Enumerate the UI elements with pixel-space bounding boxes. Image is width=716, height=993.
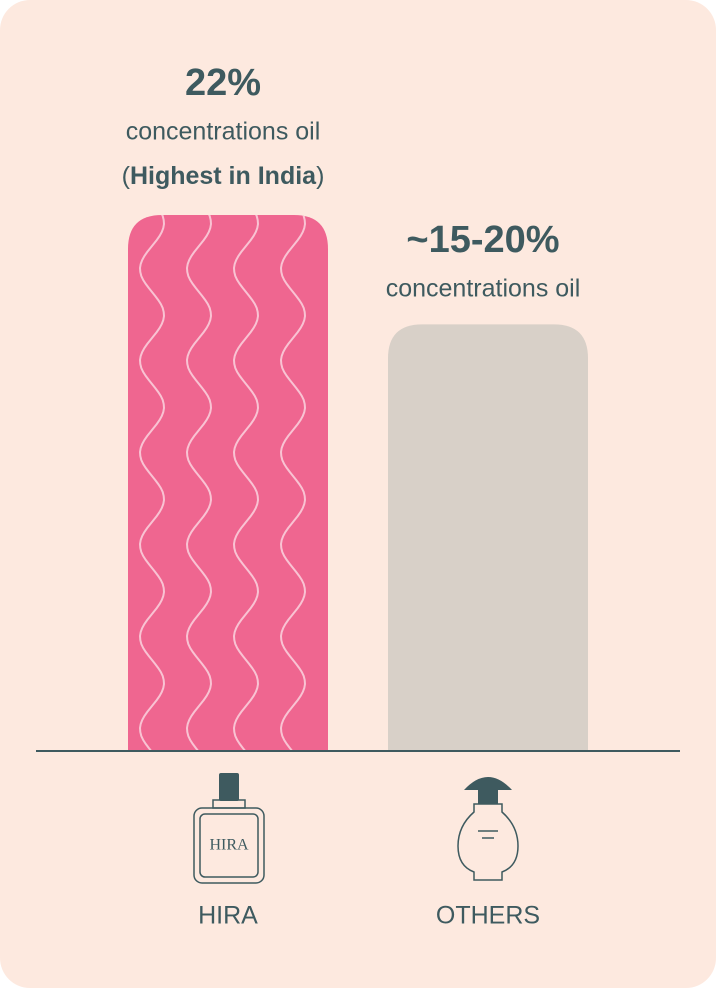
category-label: HIRA (198, 902, 258, 930)
note-part: Highest in India (130, 162, 317, 190)
sublabel: concentrations oil (126, 118, 321, 146)
bottle-label: HIRA (209, 837, 249, 854)
note-part: ) (316, 162, 324, 190)
note: (Highest in India) (122, 162, 325, 190)
others-bottle (457, 777, 519, 881)
bars (128, 215, 588, 750)
bar (388, 324, 588, 750)
value-label: ~15-20% (406, 219, 559, 261)
note-part: ( (122, 162, 131, 190)
category-label: OTHERS (436, 902, 540, 930)
wave-line (138, 215, 166, 750)
hira-bottle: HIRA (193, 773, 265, 884)
sublabel: concentrations oil (386, 275, 581, 303)
bar (128, 215, 328, 750)
wave-line (232, 215, 260, 750)
wave-line (185, 215, 213, 750)
wave-line (279, 215, 307, 750)
wave-pattern (138, 215, 307, 750)
value-label: 22% (185, 62, 261, 104)
